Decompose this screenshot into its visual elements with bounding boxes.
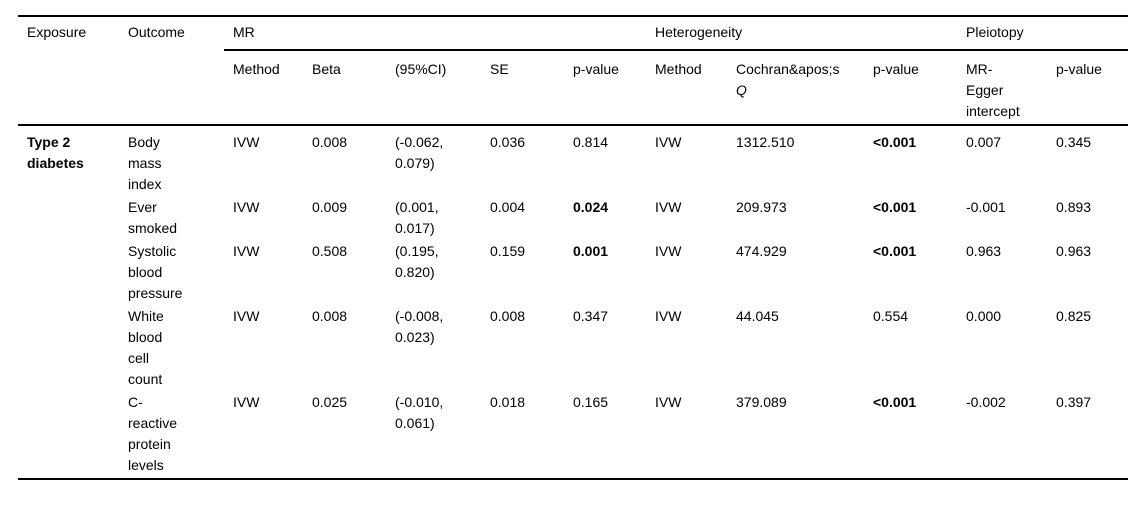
egger-intercept-cell: 0.000 bbox=[966, 308, 1002, 324]
column-header-egger-intercept: MR-Egger intercept bbox=[957, 50, 1048, 126]
mr-pvalue-cell: 0.347 bbox=[573, 308, 609, 324]
mr-method-cell: IVW bbox=[233, 394, 260, 410]
cochran-q-cell: 474.929 bbox=[736, 243, 787, 259]
column-header-se: SE bbox=[481, 50, 564, 126]
het-pvalue-cell: 0.554 bbox=[873, 308, 909, 324]
mr-pvalue-cell: 0.001 bbox=[573, 243, 609, 259]
beta-cell: 0.008 bbox=[312, 134, 348, 150]
het-pvalue-cell: <0.001 bbox=[873, 394, 917, 410]
het-method-cell: IVW bbox=[655, 243, 682, 259]
egger-intercept-cell: 0.007 bbox=[966, 134, 1002, 150]
cochran-q-cell: 379.089 bbox=[736, 394, 787, 410]
outcome-cell: Body mass index bbox=[128, 134, 162, 192]
mr-method-cell: IVW bbox=[233, 308, 260, 324]
het-method-cell: IVW bbox=[655, 199, 682, 215]
column-header-het-pvalue: p-value bbox=[864, 50, 958, 126]
table-row: Type 2 diabetes Body mass index IVW 0.00… bbox=[18, 125, 1128, 197]
het-method-cell: IVW bbox=[655, 308, 682, 324]
het-pvalue-cell: <0.001 bbox=[873, 134, 917, 150]
column-header-mr-method: Method bbox=[224, 50, 303, 126]
cochran-q-cell: 44.045 bbox=[736, 308, 779, 324]
group-header-row: Exposure Outcome MR Heterogeneity Pleiot… bbox=[18, 16, 1129, 126]
mr-pvalue-cell: 0.814 bbox=[573, 134, 609, 150]
se-cell: 0.036 bbox=[490, 134, 526, 150]
se-cell: 0.018 bbox=[490, 394, 526, 410]
cochran-q-cell: 209.973 bbox=[736, 199, 787, 215]
sub-header-row: Method Beta (95%CI) SE p-value Method Co… bbox=[18, 50, 1129, 126]
table-container: Exposure Outcome MR Heterogeneity Pleiot… bbox=[18, 15, 1131, 480]
mr-method-cell: IVW bbox=[233, 243, 260, 259]
pleio-pvalue-cell: 0.825 bbox=[1056, 308, 1092, 324]
outcome-cell: White blood cell count bbox=[128, 308, 164, 387]
pleio-pvalue-cell: 0.397 bbox=[1056, 394, 1092, 410]
column-header-ci: (95%CI) bbox=[386, 50, 481, 126]
table-row: C-reactive protein levels IVW 0.025 (-0.… bbox=[18, 392, 1128, 479]
het-method-cell: IVW bbox=[655, 394, 682, 410]
se-cell: 0.008 bbox=[490, 308, 526, 324]
mr-method-cell: IVW bbox=[233, 199, 260, 215]
ci-cell: (-0.062, 0.079) bbox=[395, 134, 444, 171]
mr-method-cell: IVW bbox=[233, 134, 260, 150]
het-pvalue-cell: <0.001 bbox=[873, 243, 917, 259]
column-header-het-method: Method bbox=[646, 50, 727, 126]
cochran-q-cell: 1312.510 bbox=[736, 134, 795, 150]
outcome-cell: Ever smoked bbox=[128, 199, 178, 236]
egger-intercept-cell: -0.001 bbox=[966, 199, 1006, 215]
ci-cell: (0.001, 0.017) bbox=[395, 199, 439, 236]
column-header-beta: Beta bbox=[303, 50, 386, 126]
outcome-cell: Systolic blood pressure bbox=[128, 243, 183, 301]
beta-cell: 0.508 bbox=[312, 243, 348, 259]
mr-pvalue-cell: 0.024 bbox=[573, 199, 609, 215]
table-row: White blood cell count IVW 0.008 (-0.008… bbox=[18, 306, 1128, 392]
column-header-cochran-q: Cochran&apos;s Q bbox=[727, 50, 864, 126]
cochran-q-symbol: Q bbox=[736, 82, 747, 98]
column-header-pleio-pvalue: p-value bbox=[1047, 50, 1129, 126]
group-header-mr: MR bbox=[224, 16, 646, 51]
mr-results-table: Exposure Outcome MR Heterogeneity Pleiot… bbox=[18, 15, 1129, 480]
table-row: Ever smoked IVW 0.009 (0.001, 0.017) 0.0… bbox=[18, 197, 1128, 241]
se-cell: 0.004 bbox=[490, 199, 526, 215]
cochran-label: Cochran&apos;s bbox=[736, 61, 840, 77]
pleio-pvalue-cell: 0.345 bbox=[1056, 134, 1092, 150]
column-header-outcome: Outcome bbox=[119, 16, 224, 126]
mr-pvalue-cell: 0.165 bbox=[573, 394, 609, 410]
table-row: Systolic blood pressure IVW 0.508 (0.195… bbox=[18, 241, 1128, 306]
exposure-cell: Type 2 diabetes bbox=[27, 134, 84, 171]
ci-cell: (-0.008, 0.023) bbox=[395, 308, 444, 345]
pleio-pvalue-cell: 0.963 bbox=[1056, 243, 1092, 259]
beta-cell: 0.025 bbox=[312, 394, 348, 410]
egger-intercept-cell: 0.963 bbox=[966, 243, 1002, 259]
group-header-heterogeneity: Heterogeneity bbox=[646, 16, 958, 51]
group-header-pleiotropy: Pleiotopy bbox=[957, 16, 1129, 51]
outcome-cell: C-reactive protein levels bbox=[128, 394, 178, 473]
het-pvalue-cell: <0.001 bbox=[873, 199, 917, 215]
het-method-cell: IVW bbox=[655, 134, 682, 150]
table-header: Exposure Outcome MR Heterogeneity Pleiot… bbox=[18, 16, 1129, 126]
table-body: Type 2 diabetes Body mass index IVW 0.00… bbox=[18, 125, 1128, 479]
se-cell: 0.159 bbox=[490, 243, 526, 259]
ci-cell: (0.195, 0.820) bbox=[395, 243, 439, 280]
column-header-exposure: Exposure bbox=[18, 16, 119, 126]
egger-intercept-cell: -0.002 bbox=[966, 394, 1006, 410]
beta-cell: 0.008 bbox=[312, 308, 348, 324]
column-header-mr-pvalue: p-value bbox=[564, 50, 646, 126]
ci-cell: (-0.010, 0.061) bbox=[395, 394, 444, 431]
beta-cell: 0.009 bbox=[312, 199, 348, 215]
pleio-pvalue-cell: 0.893 bbox=[1056, 199, 1092, 215]
